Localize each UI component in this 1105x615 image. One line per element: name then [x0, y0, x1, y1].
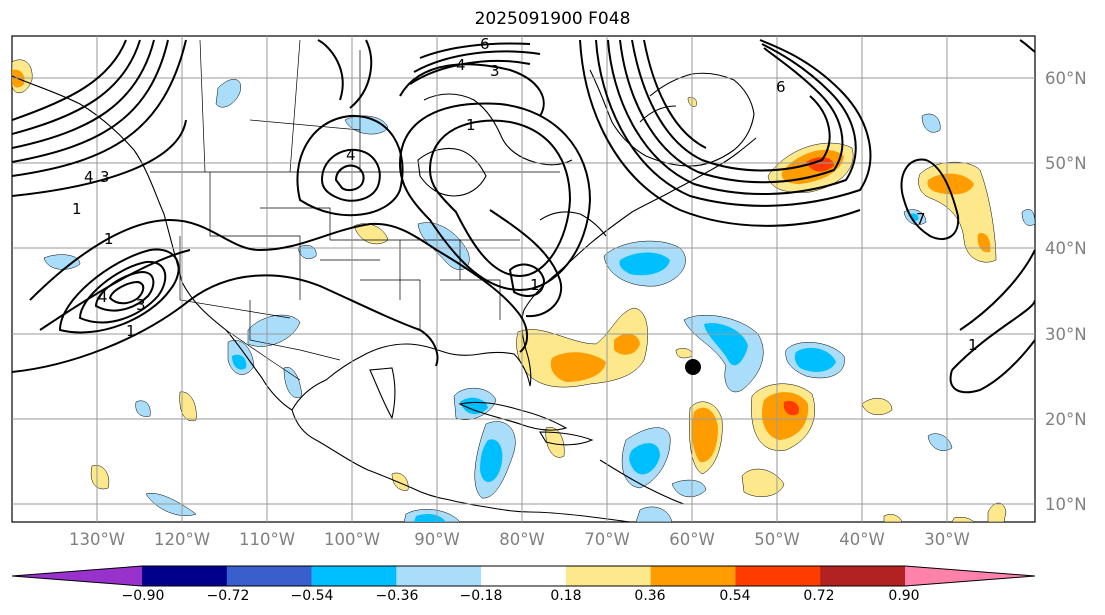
lat-label: 10°N [1045, 495, 1087, 514]
lon-label: 40°W [839, 530, 885, 549]
colorbar-swatch [142, 566, 228, 586]
lat-label: 50°N [1045, 154, 1087, 173]
lon-label: 100°W [324, 530, 380, 549]
colorbar-swatch [311, 566, 397, 586]
contour-lines [12, 39, 1035, 394]
map-panel: 6 4 3 1 4 1 1 4 3 1 7 4 3 1 1 6 60°N 50°… [11, 35, 1087, 549]
colorbar-swatch [650, 566, 736, 586]
contour-label: 3 [490, 62, 500, 80]
colorbar-swatches [11, 565, 1036, 587]
colorbar-outline [11, 565, 1036, 587]
contour-labels: 6 4 3 1 4 1 1 4 3 1 7 4 3 1 1 6 [72, 35, 978, 354]
lon-label: 30°W [924, 530, 970, 549]
contour-label: 4 [346, 146, 356, 164]
colorbar-tick-label: −0.54 [291, 588, 334, 604]
lon-label: 70°W [584, 530, 630, 549]
contour-label: 1 [104, 230, 114, 248]
colorbar-extend-high [905, 566, 1035, 586]
lon-label: 120°W [154, 530, 210, 549]
graticule [12, 36, 1035, 522]
lon-label: 50°W [754, 530, 800, 549]
contour-label: 4 [98, 288, 108, 306]
contour-label: 1 [126, 322, 136, 340]
contour-label: 4 [84, 168, 94, 186]
lat-label: 30°N [1045, 325, 1087, 344]
colorbar-tick-label: 0.36 [634, 588, 665, 604]
colorbar: −0.90 −0.72 −0.54 −0.36 −0.18 0.18 0.36 … [11, 565, 1036, 604]
colorbar-swatch [481, 566, 567, 586]
storm-position-marker [685, 359, 701, 375]
colorbar-tick-label: −0.18 [460, 588, 503, 604]
colorbar-tick-label: 0.72 [803, 588, 834, 604]
colorbar-swatch [820, 566, 906, 586]
colorbar-swatch [735, 566, 821, 586]
lon-label: 80°W [499, 530, 545, 549]
political-borders [150, 39, 560, 381]
latitude-labels: 60°N 50°N 40°N 30°N 20°N 10°N [1045, 69, 1087, 514]
lon-label: 130°W [69, 530, 125, 549]
contour-label: 6 [480, 35, 490, 53]
contour-label: 1 [466, 116, 476, 134]
colorbar-tick-label: 0.90 [888, 588, 919, 604]
colorbar-swatch [226, 566, 313, 586]
colorbar-tick-label: 0.18 [550, 588, 581, 604]
contour-label: 1 [530, 276, 540, 294]
lat-label: 40°N [1045, 239, 1087, 258]
lon-label: 60°W [669, 530, 715, 549]
contour-label: 4 [456, 56, 466, 74]
colorbar-tick-labels: −0.90 −0.72 −0.54 −0.36 −0.18 0.18 0.36 … [122, 588, 920, 604]
colorbar-tick-label: −0.72 [207, 588, 250, 604]
colorbar-tick-label: −0.36 [376, 588, 419, 604]
colorbar-extend-low [12, 566, 142, 586]
contour-label: 3 [100, 168, 110, 186]
coastlines [12, 69, 757, 522]
lon-label: 90°W [414, 530, 460, 549]
contour-label: 1 [72, 200, 82, 218]
map-title: 2025091900 F048 [474, 9, 631, 29]
contour-label: 6 [776, 78, 786, 96]
colorbar-swatch [396, 566, 482, 586]
colorbar-tick-label: 0.54 [719, 588, 750, 604]
contour-label: 3 [136, 296, 146, 314]
colorbar-swatch [565, 566, 652, 586]
lat-label: 60°N [1045, 69, 1087, 88]
colorbar-tick-label: −0.90 [122, 588, 165, 604]
lat-label: 20°N [1045, 410, 1087, 429]
contour-label: 1 [968, 336, 978, 354]
longitude-labels: 130°W 120°W 110°W 100°W 90°W 80°W 70°W 6… [69, 530, 970, 549]
contour-label: 7 [916, 210, 926, 228]
lon-label: 110°W [239, 530, 295, 549]
